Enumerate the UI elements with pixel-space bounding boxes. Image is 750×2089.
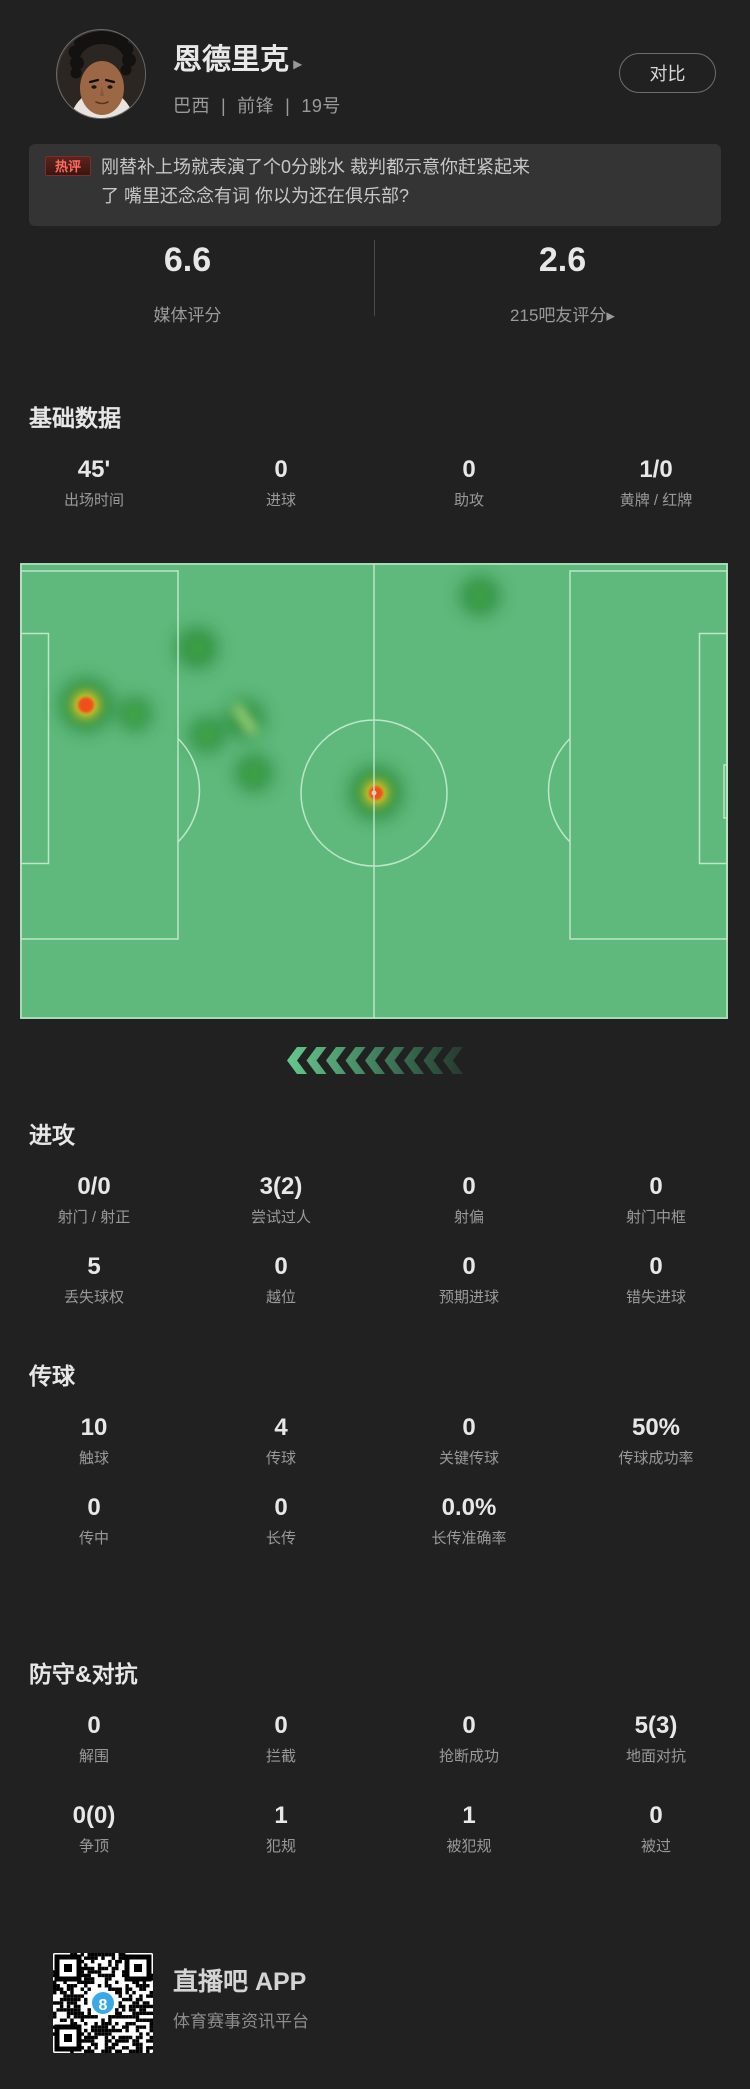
svg-text:8: 8 [99,1997,108,2014]
